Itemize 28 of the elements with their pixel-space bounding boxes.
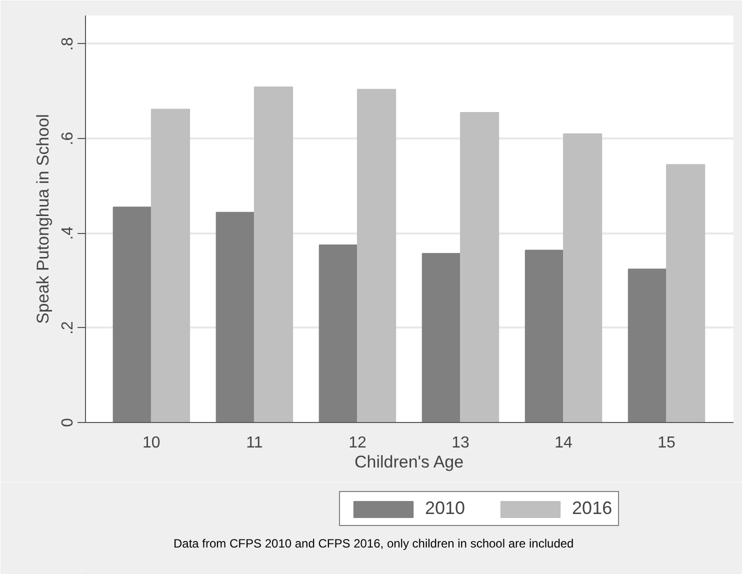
y-tick-label: .8	[60, 37, 76, 51]
x-tick-label: 15	[658, 434, 676, 452]
x-tick-label: 13	[452, 434, 470, 452]
bar	[628, 268, 668, 422]
bar	[460, 112, 500, 422]
bar	[563, 133, 602, 422]
x-tick-label: 10	[142, 434, 160, 452]
y-tick-label: .4	[60, 226, 76, 240]
bar	[150, 108, 190, 422]
text: Data from CFPS 2010 and CFPS 2016, only children in school are included	[174, 536, 574, 550]
y-axis-title: Speak Putonghua in School	[34, 114, 52, 324]
bar	[112, 206, 152, 422]
x-axis-title: Children's Age	[354, 452, 464, 472]
y-tick-label: 0	[60, 418, 76, 427]
bar	[254, 86, 294, 422]
bar	[666, 164, 706, 422]
bar	[318, 244, 358, 422]
bar	[524, 250, 564, 422]
y-tick-label: .6	[60, 132, 76, 146]
legend-label: 2010	[425, 498, 466, 519]
bar	[356, 88, 396, 422]
y-tick-label: .2	[60, 321, 76, 335]
legend-label: 2016	[572, 498, 612, 519]
bar	[422, 253, 461, 422]
x-tick-label: 14	[554, 434, 573, 452]
bar	[216, 212, 255, 422]
x-tick-label: 11	[246, 434, 263, 452]
x-tick-label: 12	[348, 434, 366, 452]
